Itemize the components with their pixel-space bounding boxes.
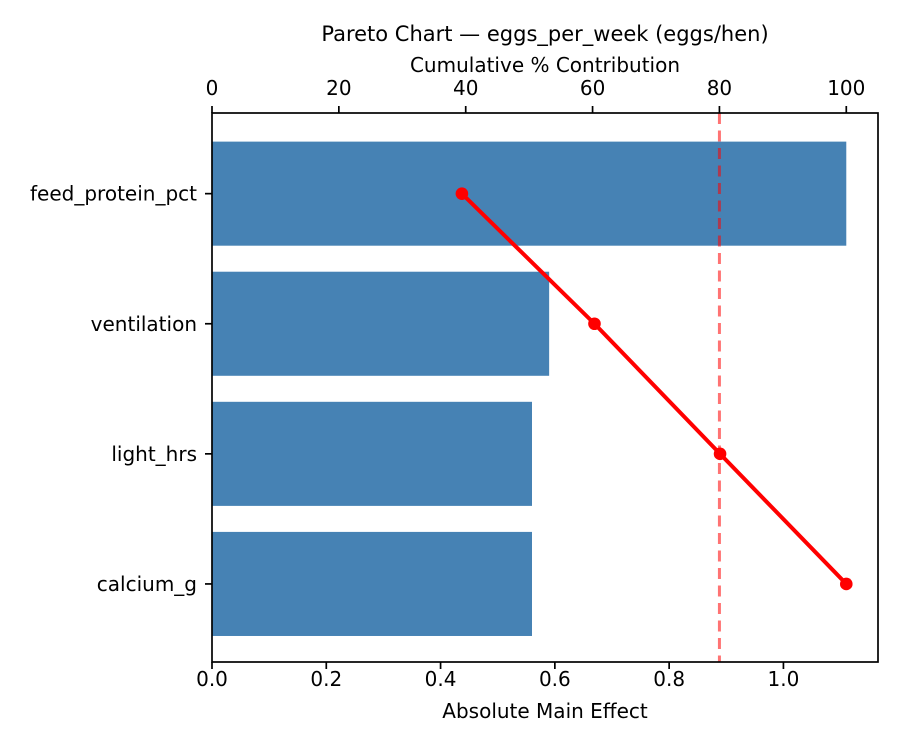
chart-title: Pareto Chart — eggs_per_week (eggs/hen) [321, 22, 769, 46]
bar-ventilation [212, 271, 550, 376]
cumulative-point-ventilation [588, 317, 601, 331]
category-label-light_hrs: light_hrs [111, 442, 197, 466]
category-label-calcium_g: calcium_g [97, 572, 197, 596]
bottom-axis-tick-label: 0.4 [425, 667, 457, 691]
top-axis-tick-label: 80 [707, 76, 732, 100]
bottom-axis-tick-label: 1.0 [768, 667, 800, 691]
top-axis-tick-label: 60 [580, 76, 605, 100]
top-axis-tick-label: 40 [453, 76, 478, 100]
bottom-axis-tick-label: 0.0 [196, 667, 228, 691]
bottom-axis-tick-label: 0.8 [653, 667, 685, 691]
bar-calcium_g [212, 531, 532, 636]
bottom-axis-label: Absolute Main Effect [442, 699, 648, 723]
cumulative-point-calcium_g [839, 577, 853, 591]
cumulative-point-feed_protein_pct [455, 187, 469, 200]
bar-light_hrs [212, 401, 532, 506]
bottom-axis-tick-label: 0.2 [310, 667, 342, 691]
bottom-axis-tick-label: 0.6 [539, 667, 571, 691]
top-axis-tick-label: 20 [326, 76, 351, 100]
category-label-feed_protein_pct: feed_protein_pct [30, 182, 197, 206]
top-axis-tick-label: 0 [206, 76, 219, 100]
plot-border [211, 112, 879, 663]
category-label-ventilation: ventilation [91, 312, 197, 336]
top-axis-tick-label: 100 [827, 76, 865, 100]
bar-feed_protein_pct [212, 141, 847, 246]
cumulative-line [459, 191, 849, 586]
top-axis-label: Cumulative % Contribution [409, 53, 681, 77]
